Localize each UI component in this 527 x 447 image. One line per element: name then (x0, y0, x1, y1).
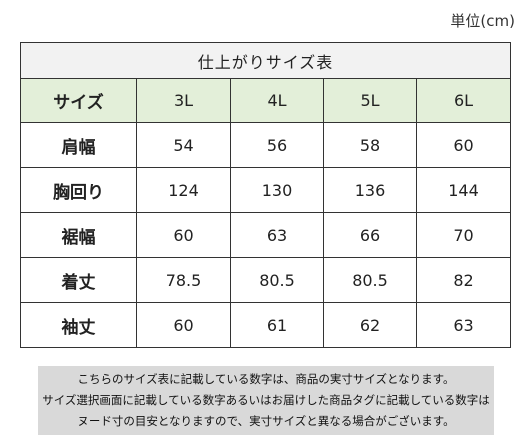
table-title-row: 仕上がりサイズ表 (19, 42, 512, 79)
table-cell: 78.5 (136, 257, 231, 303)
table-cell: 63 (230, 212, 324, 258)
size-note: こちらのサイズ表に記載している数字は、商品の実寸サイズとなります。 サイズ選択画… (38, 366, 494, 435)
row-label: 肩幅 (20, 122, 137, 168)
table-row: 裾幅 60 63 66 70 (20, 212, 512, 258)
table-cell: 66 (323, 212, 417, 258)
header-label: サイズ (20, 78, 137, 123)
table-cell: 62 (323, 302, 417, 348)
table-cell: 136 (323, 167, 417, 213)
table-title: 仕上がりサイズ表 (19, 42, 512, 79)
size-table: 仕上がりサイズ表 サイズ 3L 4L 5L 6L 肩幅 54 56 58 60 … (19, 42, 512, 348)
table-cell: 60 (415, 122, 512, 168)
table-header-row: サイズ 3L 4L 5L 6L (20, 78, 512, 123)
table-cell: 56 (230, 122, 324, 168)
table-row: 胸回り 124 130 136 144 (20, 167, 512, 213)
table-cell: 60 (136, 212, 231, 258)
table-row: 肩幅 54 56 58 60 (20, 122, 512, 168)
note-line: こちらのサイズ表に記載している数字は、商品の実寸サイズとなります。 (77, 372, 455, 386)
table-row: 袖丈 60 61 62 63 (20, 302, 512, 348)
table-cell: 130 (230, 167, 324, 213)
row-label: 着丈 (20, 257, 137, 303)
unit-label: 単位(cm) (450, 12, 515, 30)
table-cell: 124 (136, 167, 231, 213)
table-cell: 61 (230, 302, 324, 348)
note-line: ヌード寸の目安となりますので、実寸サイズと異なる場合がございます。 (77, 414, 455, 428)
column-header: 5L (323, 78, 417, 123)
row-label: 胸回り (20, 167, 137, 213)
column-header: 3L (136, 78, 231, 123)
row-label: 袖丈 (20, 302, 137, 348)
table-cell: 54 (136, 122, 231, 168)
column-header: 4L (230, 78, 324, 123)
table-cell: 80.5 (323, 257, 417, 303)
table-cell: 82 (415, 257, 512, 303)
table-cell: 63 (415, 302, 512, 348)
row-label: 裾幅 (20, 212, 137, 258)
table-row: 着丈 78.5 80.5 80.5 82 (20, 257, 512, 303)
table-cell: 70 (415, 212, 512, 258)
table-cell: 58 (323, 122, 417, 168)
table-cell: 80.5 (230, 257, 324, 303)
table-cell: 60 (136, 302, 231, 348)
table-cell: 144 (415, 167, 512, 213)
column-header: 6L (415, 78, 512, 123)
note-line: サイズ選択画面に記載している数字あるいはお届けした商品タグに記載している数字は (42, 393, 490, 407)
